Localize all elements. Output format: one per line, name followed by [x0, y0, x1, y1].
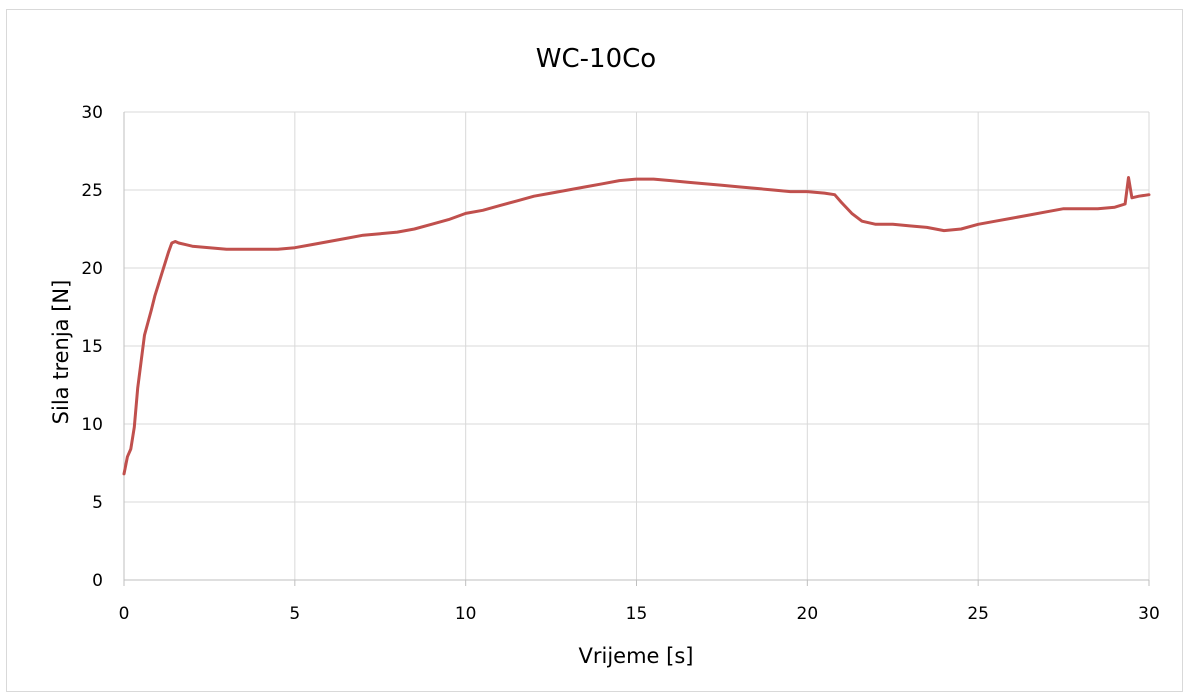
x-tick-label: 20 [797, 604, 819, 624]
y-tick-label: 30 [81, 103, 103, 123]
y-tick-label: 25 [81, 181, 103, 201]
tick-labels: 0 5 10 15 20 25 30 0 5 10 15 20 25 30 [81, 103, 1159, 624]
gridlines [124, 111, 1150, 580]
x-tick-label: 25 [967, 604, 989, 624]
chart-frame [6, 9, 1183, 692]
series-layer [122, 176, 1151, 476]
series-line-0 [122, 176, 1151, 476]
x-tick-label: 15 [626, 604, 648, 624]
x-tick-label: 10 [455, 604, 477, 624]
y-tick-label: 15 [81, 337, 103, 357]
x-axis-title: Vrijeme [s] [579, 644, 694, 668]
y-tick-label: 10 [81, 415, 103, 435]
x-tick-label: 0 [119, 604, 130, 624]
y-tick-label: 0 [92, 571, 103, 591]
y-axis-title: Sila trenja [N] [49, 280, 73, 425]
axes [123, 112, 1150, 586]
y-tick-label: 20 [81, 259, 103, 279]
x-tick-label: 30 [1138, 604, 1160, 624]
x-tick-label: 5 [289, 604, 300, 624]
y-tick-label: 5 [92, 493, 103, 513]
chart-title: WC-10Co [536, 44, 656, 74]
